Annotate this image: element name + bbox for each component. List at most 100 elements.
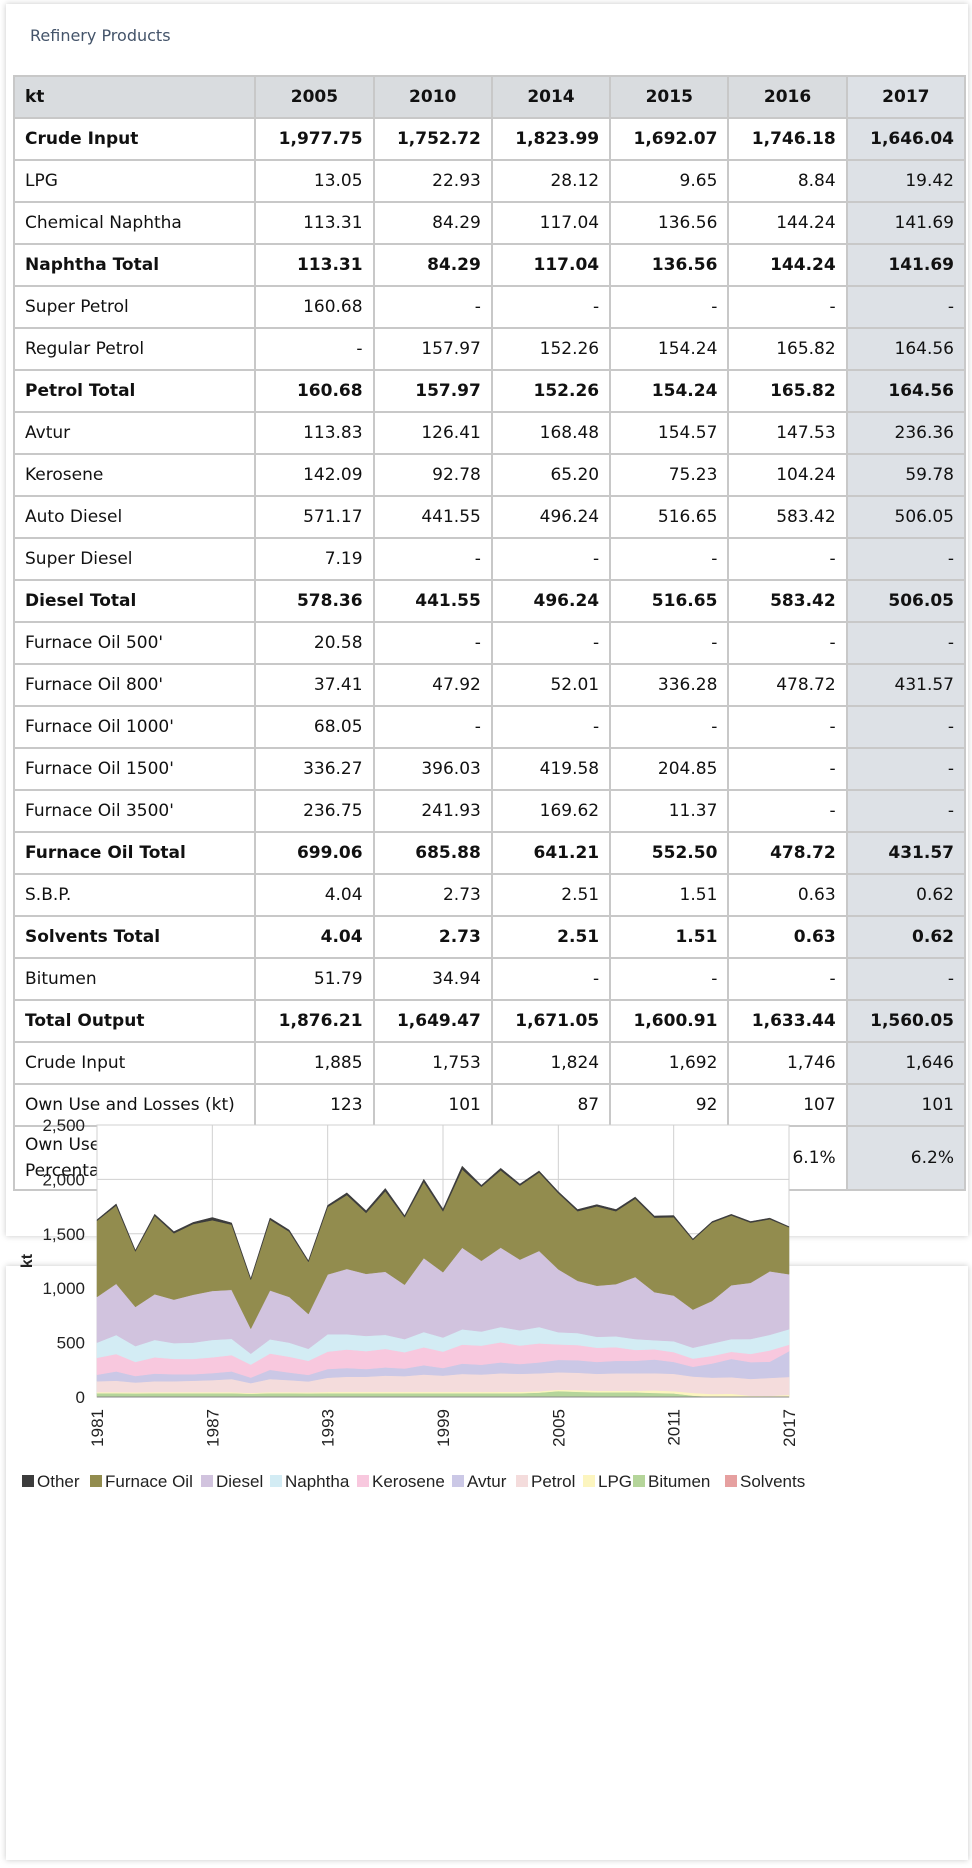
- cell-2005: 142.09: [254, 453, 375, 497]
- cell-2017: 0.62: [845, 873, 967, 917]
- column-header-2017: 2017: [845, 75, 967, 119]
- cell-2014: 152.26: [490, 327, 612, 371]
- cell-2014: 496.24: [490, 495, 612, 539]
- cell-2016: 478.72: [727, 831, 848, 875]
- y-axis-label: kt: [19, 1253, 36, 1268]
- cell-2017: -: [845, 705, 967, 749]
- row-label: Furnace Oil 800': [12, 663, 257, 707]
- cell-2017: 506.05: [845, 495, 967, 539]
- y-tick-label: 500: [57, 1334, 85, 1353]
- legend-swatch-bitumen: [633, 1475, 645, 1487]
- cell-2005: 4.04: [254, 915, 375, 959]
- cell-2014: -: [490, 537, 612, 581]
- row-label: Furnace Oil 1500': [12, 747, 257, 791]
- cell-2014: -: [490, 285, 612, 329]
- cell-2005: 4.04: [254, 873, 375, 917]
- cell-2016: -: [727, 789, 848, 833]
- cell-2014: -: [490, 705, 612, 749]
- cell-2015: 1.51: [609, 915, 730, 959]
- row-label: Furnace Oil Total: [12, 831, 257, 875]
- x-tick-label: 2005: [549, 1409, 568, 1447]
- cell-2010: 2.73: [372, 915, 493, 959]
- cell-2010: -: [372, 621, 493, 665]
- table-row: Furnace Oil 1500' 336.27 396.03 419.58 204.8…: [12, 747, 967, 791]
- table-row: Avtur 113.83 126.41 168.48 154.57 147.53 236.3…: [12, 411, 967, 455]
- refinery-products-table: kt 2005 2010 2014 2015 2016 2017 Crude I…: [12, 75, 967, 1191]
- legend-label: Solvents: [740, 1472, 805, 1491]
- cell-2015: 1.51: [609, 873, 730, 917]
- row-label: LPG: [12, 159, 257, 203]
- row-label: Regular Petrol: [12, 327, 257, 371]
- row-label: Furnace Oil 3500': [12, 789, 257, 833]
- cell-2005: 571.17: [254, 495, 375, 539]
- table-row: Chemical Naphtha 113.31 84.29 117.04 136.56 1…: [12, 201, 967, 245]
- cell-2014: 2.51: [490, 873, 612, 917]
- cell-2010: 396.03: [372, 747, 493, 791]
- x-tick-label: 2017: [780, 1409, 799, 1447]
- cell-2016: 1,746.18: [727, 117, 848, 161]
- cell-2017: 236.36: [845, 411, 967, 455]
- table-row: Diesel Total 578.36 441.55 496.24 516.65 583.…: [12, 579, 967, 623]
- cell-2005: 336.27: [254, 747, 375, 791]
- cell-2010: 1,752.72: [372, 117, 493, 161]
- cell-2014: 1,823.99: [490, 117, 612, 161]
- row-label: Furnace Oil 500': [12, 621, 257, 665]
- cell-2014: 1,824: [490, 1041, 612, 1085]
- cell-2005: 160.68: [254, 369, 375, 413]
- y-tick-label: 0: [76, 1388, 85, 1407]
- cell-2016: 165.82: [727, 327, 848, 371]
- cell-2016: 144.24: [727, 243, 848, 287]
- cell-2010: 441.55: [372, 579, 493, 623]
- cell-2017: 59.78: [845, 453, 967, 497]
- cell-2016: -: [727, 537, 848, 581]
- row-label: Own Use and Losses (kt): [12, 1083, 257, 1127]
- column-header-kt: kt: [12, 75, 257, 119]
- cell-2010: 157.97: [372, 327, 493, 371]
- cell-2017: 431.57: [845, 663, 967, 707]
- table-row: Auto Diesel 571.17 441.55 496.24 516.65 583.4…: [12, 495, 967, 539]
- cell-2005: 699.06: [254, 831, 375, 875]
- cell-2016: 1,633.44: [727, 999, 848, 1043]
- legend-label: Kerosene: [372, 1472, 445, 1491]
- cell-2014: 65.20: [490, 453, 612, 497]
- cell-2017: 101: [845, 1083, 967, 1127]
- y-tick-label: 1,500: [42, 1225, 85, 1244]
- cell-2010: 685.88: [372, 831, 493, 875]
- cell-2010: 1,649.47: [372, 999, 493, 1043]
- table-row: Bitumen 51.79 34.94- - - -: [12, 957, 967, 1001]
- cell-2005: 113.31: [254, 243, 375, 287]
- cell-2017: 1,646: [845, 1041, 967, 1085]
- cell-2010: 2.73: [372, 873, 493, 917]
- cell-2016: 0.63: [727, 915, 848, 959]
- cell-2005: 68.05: [254, 705, 375, 749]
- column-header-2014: 2014: [490, 75, 612, 119]
- row-label: Bitumen: [12, 957, 257, 1001]
- table-row: Kerosene 142.09 92.78 65.20 75.23 104.24 59.78: [12, 453, 967, 497]
- row-label: Total Output: [12, 999, 257, 1043]
- cell-2010: 441.55: [372, 495, 493, 539]
- legend-label: Naphtha: [285, 1472, 350, 1491]
- cell-2017: -: [845, 957, 967, 1001]
- cell-2016: 583.42: [727, 495, 848, 539]
- cell-2014: 641.21: [490, 831, 612, 875]
- cell-2015: 154.57: [609, 411, 730, 455]
- cell-2017: 1,646.04: [845, 117, 967, 161]
- table-row: Crude Input 1,977.75 1,752.72 1,823.99 1,692…: [12, 117, 967, 161]
- cell-2005: 160.68: [254, 285, 375, 329]
- cell-2015: 1,692.07: [609, 117, 730, 161]
- cell-2014: 117.04: [490, 243, 612, 287]
- cell-2016: 144.24: [727, 201, 848, 245]
- cell-2017: -: [845, 621, 967, 665]
- cell-2010: 84.29: [372, 243, 493, 287]
- cell-2014: 419.58: [490, 747, 612, 791]
- cell-2016: 165.82: [727, 369, 848, 413]
- cell-2005: 1,977.75: [254, 117, 375, 161]
- row-label: Furnace Oil 1000': [12, 705, 257, 749]
- cell-2010: 47.92: [372, 663, 493, 707]
- cell-2010: 22.93: [372, 159, 493, 203]
- cell-2014: 152.26: [490, 369, 612, 413]
- cell-2015: -: [609, 705, 730, 749]
- cell-2010: 1,753: [372, 1041, 493, 1085]
- cell-2016: -: [727, 957, 848, 1001]
- cell-2005: 7.19: [254, 537, 375, 581]
